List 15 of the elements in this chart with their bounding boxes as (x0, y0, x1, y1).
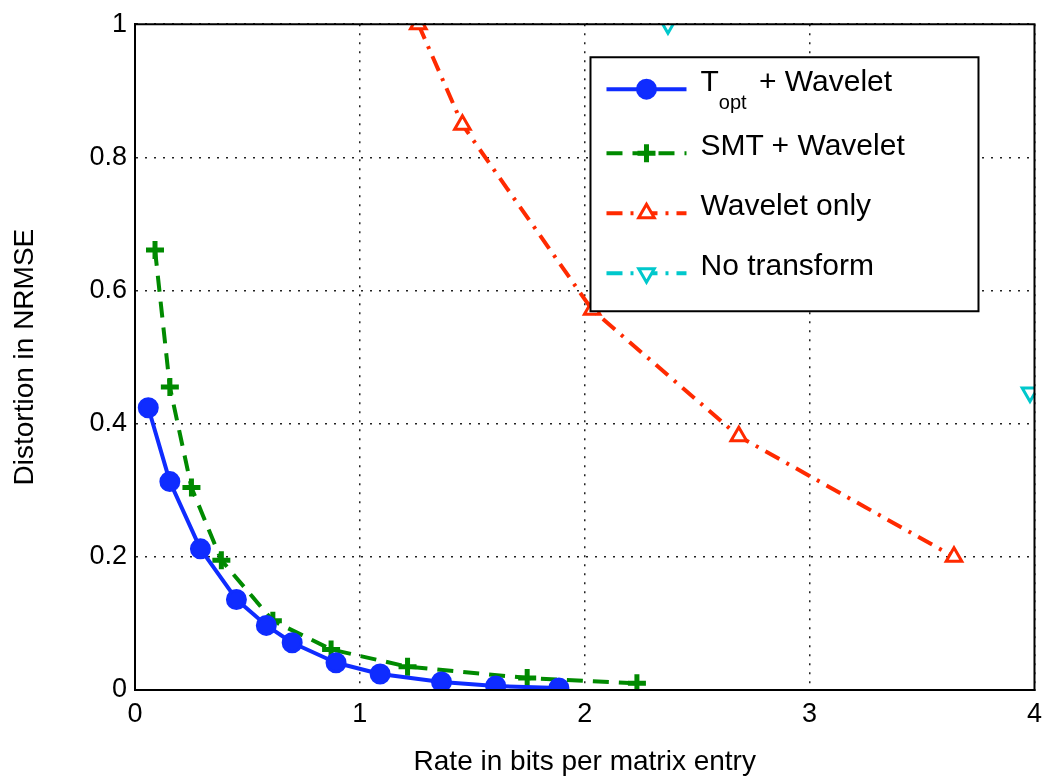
x-tick-label: 3 (802, 697, 818, 728)
y-tick-label: 1 (111, 7, 127, 38)
y-tick-label: 0 (111, 673, 127, 704)
x-tick-label: 2 (577, 697, 593, 728)
legend-label: Wavelet only (700, 188, 872, 222)
y-tick-label: 0.4 (89, 407, 127, 438)
x-axis-title: Rate in bits per matrix entry (413, 744, 756, 776)
legend-label: No transform (700, 248, 874, 282)
y-tick-label: 0.2 (89, 540, 127, 571)
x-tick-label: 1 (352, 697, 368, 728)
y-axis-title: Distortion in NRMSE (7, 228, 39, 486)
y-tick-label: 0.6 (89, 273, 127, 304)
x-tick-label: 4 (1026, 697, 1043, 728)
legend-label: SMT + Wavelet (700, 128, 906, 162)
y-tick-label: 0.8 (89, 140, 127, 171)
